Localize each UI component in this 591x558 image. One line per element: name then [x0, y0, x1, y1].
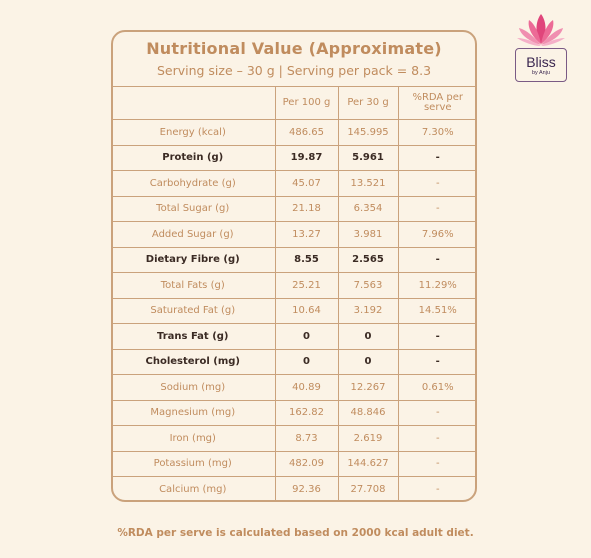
cell-per-30g: 145.995 — [337, 119, 399, 146]
cell-rda: - — [397, 144, 475, 171]
brand-logo: Bliss by Anju — [509, 12, 573, 82]
cell-rda: - — [397, 170, 475, 197]
cell-per-30g: 7.563 — [337, 272, 399, 299]
header-per-100g: Per 100 g — [274, 86, 339, 120]
cell-per-100g: 8.73 — [274, 425, 339, 452]
cell-per-100g: 0 — [274, 348, 339, 375]
table-row: Saturated Fat (g) 10.64 3.192 14.51% — [113, 297, 475, 324]
cell-per-30g: 13.521 — [337, 170, 399, 197]
table-row: Protein (g) 19.87 5.961- — [113, 144, 475, 171]
table-row: Magnesium (mg) 162.82 48.846- — [113, 399, 475, 426]
cell-per-100g: 162.82 — [274, 399, 339, 426]
cell-rda: - — [397, 348, 475, 375]
cell-nutrient: Dietary Fibre (g) — [113, 246, 276, 273]
table-row: Carbohydrate (g) 45.07 13.521- — [113, 170, 475, 197]
cell-rda: 11.29% — [397, 272, 475, 299]
table-row: Potassium (mg) 482.09 144.627- — [113, 450, 475, 477]
cell-rda: - — [397, 476, 475, 500]
cell-nutrient: Added Sugar (g) — [113, 221, 276, 248]
table-row: Trans Fat (g) 0 0- — [113, 323, 475, 350]
table-row: Cholesterol (mg) 0 0- — [113, 348, 475, 375]
cell-per-100g: 0 — [274, 323, 339, 350]
cell-nutrient: Potassium (mg) — [113, 450, 276, 477]
cell-per-100g: 40.89 — [274, 374, 339, 401]
cell-rda: - — [397, 425, 475, 452]
logo-brand: Bliss — [526, 54, 556, 70]
table-row: Sodium (mg) 40.89 12.267 0.61% — [113, 374, 475, 401]
cell-nutrient: Total Sugar (g) — [113, 195, 276, 222]
cell-per-100g: 13.27 — [274, 221, 339, 248]
header-rda: %RDA per serve — [397, 86, 475, 120]
table-row: Energy (kcal) 486.65 145.995 7.30% — [113, 119, 475, 146]
lotus-icon — [517, 14, 565, 46]
cell-nutrient: Trans Fat (g) — [113, 323, 276, 350]
logo-tagline: by Anju — [531, 70, 551, 76]
cell-per-100g: 482.09 — [274, 450, 339, 477]
cell-nutrient: Iron (mg) — [113, 425, 276, 452]
header-nutrient — [113, 86, 276, 120]
cell-per-30g: 48.846 — [337, 399, 399, 426]
table-row: Calcium (mg) 92.36 27.708- — [113, 476, 475, 500]
cell-per-30g: 0 — [337, 323, 399, 350]
cell-rda: 14.51% — [397, 297, 475, 324]
cell-nutrient: Energy (kcal) — [113, 119, 276, 146]
cell-per-100g: 25.21 — [274, 272, 339, 299]
cell-per-30g: 3.981 — [337, 221, 399, 248]
table-header-row: Per 100 g Per 30 g %RDA per serve — [113, 86, 475, 120]
cell-per-100g: 486.65 — [274, 119, 339, 146]
cell-rda: - — [397, 399, 475, 426]
cell-rda: 7.30% — [397, 119, 475, 146]
table-row: Iron (mg) 8.73 2.619- — [113, 425, 475, 452]
header-per-30g: Per 30 g — [337, 86, 399, 120]
cell-nutrient: Cholesterol (mg) — [113, 348, 276, 375]
cell-nutrient: Magnesium (mg) — [113, 399, 276, 426]
cell-rda: - — [397, 323, 475, 350]
cell-per-100g: 21.18 — [274, 195, 339, 222]
cell-per-100g: 19.87 — [274, 144, 339, 171]
cell-nutrient: Calcium (mg) — [113, 476, 276, 500]
rda-footnote: %RDA per serve is calculated based on 20… — [117, 527, 474, 539]
table-row: Total Fats (g) 25.21 7.563 11.29% — [113, 272, 475, 299]
cell-per-30g: 27.708 — [337, 476, 399, 500]
cell-per-30g: 6.354 — [337, 195, 399, 222]
table-row: Added Sugar (g) 13.27 3.981 7.96% — [113, 221, 475, 248]
cell-per-30g: 144.627 — [337, 450, 399, 477]
cell-per-30g: 0 — [337, 348, 399, 375]
table-body: Energy (kcal) 486.65 145.995 7.30% Protein (… — [113, 119, 475, 500]
cell-per-30g: 2.565 — [337, 246, 399, 273]
nutrition-table: Per 100 g Per 30 g %RDA per serve Energy… — [113, 86, 475, 500]
cell-per-100g: 45.07 — [274, 170, 339, 197]
cell-nutrient: Sodium (mg) — [113, 374, 276, 401]
cell-per-30g: 5.961 — [337, 144, 399, 171]
cell-nutrient: Protein (g) — [113, 144, 276, 171]
cell-per-100g: 10.64 — [274, 297, 339, 324]
cell-rda: - — [397, 450, 475, 477]
table-row: Total Sugar (g) 21.18 6.354- — [113, 195, 475, 222]
header-rda-label: %RDA per serve — [412, 92, 464, 113]
panel-title: Nutritional Value (Approximate) — [146, 39, 442, 58]
cell-rda: - — [397, 195, 475, 222]
cell-rda: - — [397, 246, 475, 273]
serving-info: Serving size – 30 g | Serving per pack =… — [156, 63, 432, 78]
cell-per-100g: 8.55 — [274, 246, 339, 273]
cell-nutrient: Total Fats (g) — [113, 272, 276, 299]
cell-rda: 0.61% — [397, 374, 475, 401]
cell-per-30g: 2.619 — [337, 425, 399, 452]
cell-per-100g: 92.36 — [274, 476, 339, 500]
table-row: Dietary Fibre (g) 8.55 2.565- — [113, 246, 475, 273]
logo-frame — [515, 48, 567, 82]
cell-rda: 7.96% — [397, 221, 475, 248]
cell-per-30g: 3.192 — [337, 297, 399, 324]
nutrition-panel: Nutritional Value (Approximate) Serving … — [111, 30, 477, 502]
cell-per-30g: 12.267 — [337, 374, 399, 401]
cell-nutrient: Carbohydrate (g) — [113, 170, 276, 197]
cell-nutrient: Saturated Fat (g) — [113, 297, 276, 324]
